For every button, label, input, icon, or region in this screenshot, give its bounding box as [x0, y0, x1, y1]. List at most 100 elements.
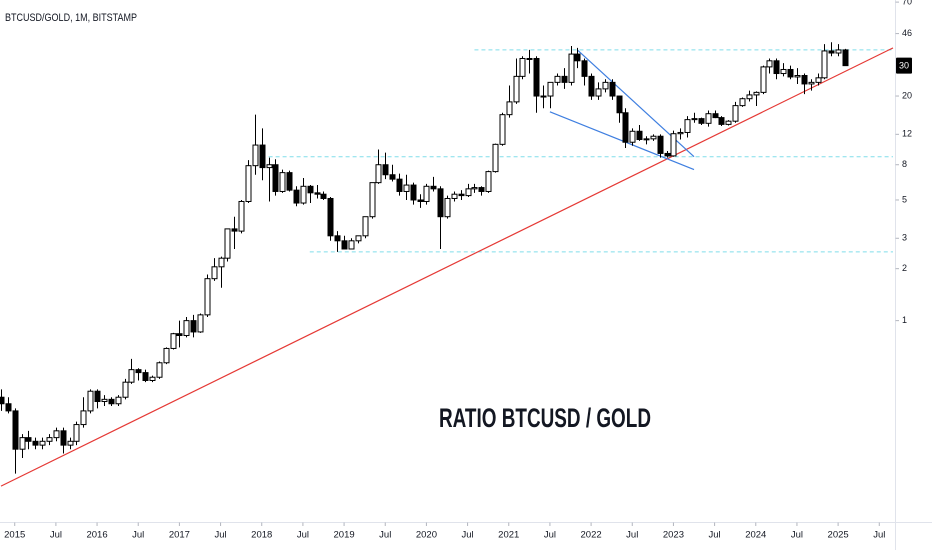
candle-body — [67, 440, 74, 446]
candle-body — [766, 60, 773, 68]
candle-body — [73, 424, 80, 442]
candle-body — [712, 113, 719, 119]
candle-body — [650, 135, 657, 140]
candle-body — [787, 68, 794, 78]
chart-title: BTCUSD/GOLD, 1M, BITSTAMP — [5, 12, 137, 24]
candle-body — [396, 178, 403, 192]
candle-body — [224, 228, 231, 259]
x-tick-label: Jul — [132, 530, 144, 541]
candle-body — [53, 430, 60, 439]
price-tag — [896, 57, 912, 74]
candle-body — [739, 98, 746, 107]
plot: 70 46 20 12 8 5 3 2 1 2015 Jul 2016 Jul 2017 Jul 2018 Ju… — [0, 0, 912, 541]
x-tick-label: Jul — [709, 530, 721, 541]
candle-body — [677, 131, 684, 135]
candle-body — [410, 184, 417, 201]
candle-body — [417, 199, 424, 202]
candle-body — [478, 187, 485, 192]
candle-body — [341, 240, 348, 250]
x-tick-label: Jul — [379, 530, 391, 541]
x-tick-label: 2017 — [169, 530, 190, 541]
candle-body — [547, 81, 554, 97]
candle-body — [670, 133, 677, 157]
candle-body — [286, 172, 293, 191]
x-tick-label: Jul — [791, 530, 803, 541]
candle-body — [602, 81, 609, 90]
y-tick-label: 2 — [902, 263, 907, 273]
candle-body — [25, 437, 32, 442]
candle-body — [595, 88, 602, 97]
candle-body — [513, 75, 520, 103]
candle-body — [19, 437, 26, 450]
candle-body — [266, 164, 273, 169]
candle-body — [334, 235, 341, 242]
candle-body — [170, 333, 177, 349]
price-tag-label: 30 — [899, 61, 909, 71]
candle-body — [780, 68, 787, 75]
annotation: RATIO BTCUSD / GOLD — [439, 403, 651, 433]
candle-body — [272, 164, 279, 192]
x-tick-label: Jul — [297, 530, 309, 541]
x-tick-label: Jul — [544, 530, 556, 541]
candle-body — [293, 189, 300, 204]
y-tick-label: 46 — [902, 28, 912, 38]
candle-body — [801, 75, 808, 85]
x-tick-label: Jul — [50, 530, 62, 541]
candle-body — [245, 165, 252, 202]
candle-body — [259, 144, 266, 169]
candle-body — [574, 53, 581, 62]
candle-body — [135, 369, 142, 374]
candle-body — [252, 144, 259, 167]
candle-body — [94, 390, 101, 403]
candle-body — [149, 376, 156, 381]
candle-body — [375, 164, 382, 184]
candle-body — [698, 118, 705, 124]
candle-body — [629, 130, 636, 143]
candle-body — [622, 112, 629, 143]
candle-body — [691, 118, 698, 121]
candle-body — [218, 257, 225, 268]
candle-body — [128, 369, 135, 383]
x-tick-label: 2020 — [416, 530, 437, 541]
candle-body — [12, 410, 19, 450]
candle-body — [609, 81, 616, 97]
candle-body — [46, 437, 53, 442]
candle-body — [506, 101, 513, 116]
candle-body — [828, 50, 835, 54]
candle-body — [705, 113, 712, 124]
candle-body — [156, 362, 163, 378]
candle-body — [835, 49, 842, 54]
candle-body — [451, 193, 458, 199]
x-tick-label: 2015 — [4, 530, 25, 541]
candle-body — [279, 172, 286, 192]
candle-body — [773, 60, 780, 75]
candle-body — [231, 228, 238, 232]
candle-body — [519, 57, 526, 77]
candle-body — [430, 185, 437, 190]
candle-body — [568, 53, 575, 83]
candle-body — [561, 75, 568, 83]
candle-body — [163, 347, 170, 364]
candle-body — [307, 185, 314, 194]
x-tick-label: Jul — [462, 530, 474, 541]
candle-body — [664, 152, 671, 157]
candle-body — [684, 119, 691, 133]
y-tick-label: 12 — [902, 129, 912, 139]
x-tick-label: Jul — [873, 530, 885, 541]
candle-body — [499, 114, 506, 145]
trend-line — [0, 47, 894, 487]
candle-body — [842, 49, 849, 67]
y-tick-label: 3 — [902, 233, 907, 243]
candle-body — [444, 197, 451, 218]
candle-body — [540, 95, 547, 98]
candle-body — [5, 403, 12, 412]
candle-body — [115, 396, 122, 405]
candle-body — [32, 440, 39, 446]
candle-body — [423, 185, 430, 202]
candle-body — [142, 372, 149, 381]
candle-body — [492, 143, 499, 173]
x-tick-label: 2021 — [498, 530, 519, 541]
candle-body — [732, 105, 739, 122]
candle-body — [355, 235, 362, 242]
